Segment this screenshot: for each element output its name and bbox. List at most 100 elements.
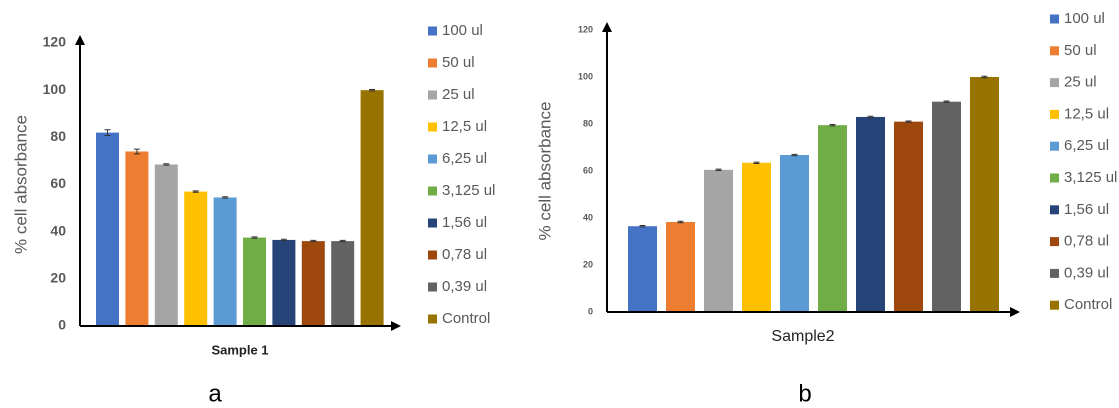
legend-swatch (1050, 46, 1059, 56)
y-axis-arrow (75, 35, 85, 45)
error-bar (163, 163, 170, 166)
legend-label: 100 ul (1064, 10, 1105, 27)
y-axis-label: % cell absorbance (535, 102, 554, 241)
bar (243, 237, 266, 326)
legend-swatch (1050, 300, 1059, 310)
y-tick-label: 120 (43, 34, 67, 50)
legend-label: 1,56 ul (442, 214, 487, 231)
error-bar (715, 168, 722, 172)
bar (96, 132, 119, 326)
error-bar (943, 100, 950, 103)
legend-label: 25 ul (442, 86, 475, 103)
error-bar (829, 123, 836, 127)
legend-swatch (428, 250, 437, 260)
legend-label: 50 ul (442, 54, 475, 71)
y-tick-label: 100 (578, 71, 593, 81)
legend-swatch (428, 122, 437, 132)
bar (704, 169, 733, 312)
legend-label: 6,25 ul (442, 150, 487, 167)
legend-swatch (428, 282, 437, 292)
bar (818, 125, 847, 312)
legend-label: 100 ul (442, 22, 483, 39)
bar (628, 226, 657, 312)
legend-label: 3,125 ul (1064, 169, 1117, 186)
y-axis-label: % cell absorbance (11, 115, 30, 254)
error-bar (192, 190, 199, 193)
legend-label: 3,125 ul (442, 182, 495, 199)
error-bar (677, 220, 684, 224)
legend-swatch (1050, 78, 1059, 88)
error-bar (867, 115, 874, 119)
legend-label: 12,5 ul (442, 118, 487, 135)
bar (272, 239, 296, 326)
legend-swatch (1050, 173, 1059, 183)
y-tick-label: 120 (578, 24, 593, 34)
legend-label: 12,5 ul (1064, 105, 1109, 122)
error-bar (981, 75, 988, 79)
legend-swatch (1050, 268, 1059, 278)
legend-swatch (428, 218, 437, 228)
error-bar (222, 196, 229, 199)
legend-swatch (1050, 237, 1059, 247)
legend-swatch (428, 154, 437, 164)
legend-swatch (428, 186, 437, 196)
legend-label: 0,78 ul (1064, 233, 1109, 250)
bar (125, 151, 149, 326)
error-bar (310, 239, 317, 243)
legend-swatch (428, 26, 437, 36)
bar (184, 191, 208, 326)
bar (780, 155, 809, 312)
error-bar (251, 236, 258, 239)
y-tick-label: 80 (583, 118, 593, 128)
y-tick-label: 60 (583, 165, 593, 175)
x-axis-arrow (391, 321, 401, 331)
legend-label: 0,39 ul (442, 278, 487, 295)
y-tick-label: 0 (588, 306, 593, 316)
y-tick-label: 40 (583, 212, 593, 222)
legend-label: 0,39 ul (1064, 264, 1109, 281)
legend-swatch (428, 314, 437, 324)
legend-swatch (428, 90, 437, 100)
error-bar (753, 161, 760, 164)
error-bar (280, 238, 287, 242)
legend-swatch (1050, 14, 1059, 24)
legend-swatch (1050, 109, 1059, 119)
legend-swatch (1050, 141, 1059, 151)
y-tick-label: 20 (583, 259, 593, 269)
legend-label: 25 ul (1064, 74, 1097, 91)
bar (932, 101, 961, 312)
bar (154, 164, 178, 326)
bar (666, 221, 695, 312)
error-bar (639, 225, 646, 228)
legend-label: 50 ul (1064, 42, 1097, 59)
y-tick-label: 20 (50, 270, 66, 286)
bar (970, 77, 999, 312)
y-tick-label: 100 (43, 81, 67, 97)
panel-label: b (798, 380, 811, 407)
bar (301, 241, 325, 326)
y-tick-label: 80 (50, 128, 66, 144)
error-bar (104, 129, 111, 136)
x-tick-label: Sample 1 (211, 342, 268, 357)
legend-label: 1,56 ul (1064, 201, 1109, 218)
legend-label: Control (442, 310, 490, 327)
bar (360, 90, 384, 327)
y-axis-arrow (602, 22, 612, 32)
bar (856, 116, 885, 312)
legend-label: 0,78 ul (442, 246, 487, 263)
x-tick-label: Sample2 (771, 328, 834, 345)
y-tick-label: 40 (50, 222, 66, 238)
legend-label: Control (1064, 296, 1112, 313)
y-tick-label: 0 (58, 317, 66, 333)
error-bar (905, 120, 912, 123)
error-bar (369, 88, 376, 92)
y-tick-label: 60 (50, 175, 66, 191)
error-bar (339, 239, 346, 243)
bar (894, 121, 923, 313)
legend-swatch (428, 58, 437, 68)
bar (742, 162, 771, 312)
error-bar (133, 148, 140, 155)
x-axis-arrow (1010, 307, 1020, 317)
legend-label: 6,25 ul (1064, 137, 1109, 154)
